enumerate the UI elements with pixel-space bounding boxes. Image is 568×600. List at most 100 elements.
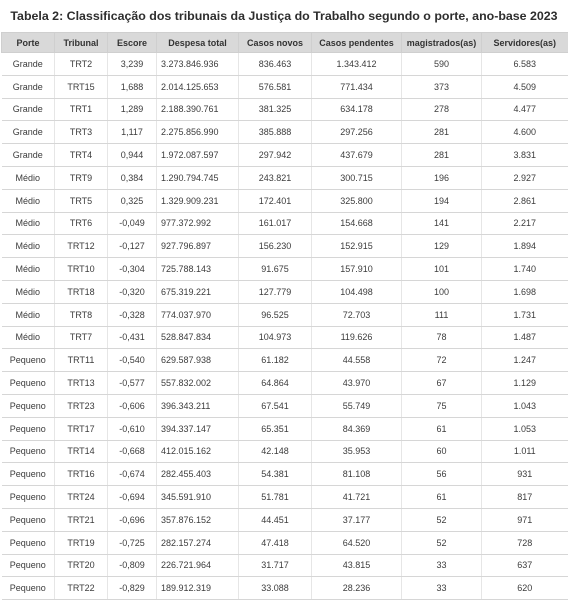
cell-despesa-total: 226.721.964 xyxy=(156,554,239,578)
cell-tribunal: TRT14 xyxy=(54,440,108,464)
column-header-servidores: Servidores(as) xyxy=(481,32,568,53)
table-row: Médio TRT10 -0,304 725.788.143 91.675 157.910… xyxy=(1,257,568,281)
cell-despesa-total: 282.157.274 xyxy=(156,531,239,555)
column-header-tribunal: Tribunal xyxy=(54,32,108,53)
cell-porte: Médio xyxy=(1,189,55,213)
cell-casos-pendentes: 64.520 xyxy=(311,531,402,555)
cell-casos-novos: 104.973 xyxy=(238,326,312,350)
cell-tribunal: TRT9 xyxy=(54,166,108,190)
cell-servidores: 620 xyxy=(481,576,568,600)
cell-escore: 0,384 xyxy=(107,166,157,190)
cell-magistrados: 78 xyxy=(401,326,482,350)
cell-servidores: 1.740 xyxy=(481,257,568,281)
cell-tribunal: TRT3 xyxy=(54,120,108,145)
cell-escore: -0,320 xyxy=(107,280,157,304)
cell-despesa-total: 412.015.162 xyxy=(156,440,239,464)
cell-tribunal: TRT10 xyxy=(54,257,108,281)
cell-despesa-total: 282.455.403 xyxy=(156,462,239,487)
cell-escore: -0,694 xyxy=(107,485,157,509)
cell-tribunal: TRT5 xyxy=(54,189,108,213)
cell-magistrados: 373 xyxy=(401,75,482,99)
table-row: Pequeno TRT11 -0,540 629.587.938 61.182 44.55… xyxy=(1,348,568,373)
cell-despesa-total: 774.037.970 xyxy=(156,303,239,327)
cell-porte: Médio xyxy=(1,303,55,327)
cell-despesa-total: 189.912.319 xyxy=(156,576,239,600)
cell-casos-pendentes: 437.679 xyxy=(311,143,402,167)
table-row: Pequeno TRT24 -0,694 345.591.910 51.781 41.72… xyxy=(1,485,568,509)
table-row: Pequeno TRT20 -0,809 226.721.964 31.717 43.81… xyxy=(1,554,568,578)
cell-porte: Pequeno xyxy=(1,394,55,418)
cell-servidores: 1.894 xyxy=(481,234,568,259)
table-header-row: Porte Tribunal Escore Despesa total Casos no… xyxy=(1,32,568,53)
table-title: Tabela 2: Classificação dos tribunais da… xyxy=(10,9,558,23)
cell-porte: Pequeno xyxy=(1,554,55,578)
cell-magistrados: 129 xyxy=(401,234,482,259)
cell-escore: -0,577 xyxy=(107,371,157,395)
cell-casos-pendentes: 634.178 xyxy=(311,98,402,122)
cell-escore: -0,540 xyxy=(107,348,157,373)
cell-casos-novos: 54.381 xyxy=(238,462,312,487)
cell-magistrados: 281 xyxy=(401,120,482,145)
table-row: Pequeno TRT14 -0,668 412.015.162 42.148 35.95… xyxy=(1,440,568,464)
cell-magistrados: 196 xyxy=(401,166,482,190)
cell-casos-pendentes: 1.343.412 xyxy=(311,52,402,76)
cell-servidores: 1.011 xyxy=(481,440,568,464)
cell-despesa-total: 2.275.856.990 xyxy=(156,120,239,145)
table-row: Médio TRT12 -0,127 927.796.897 156.230 152.91… xyxy=(1,234,568,259)
cell-servidores: 971 xyxy=(481,508,568,532)
column-header-magistrados: magistrados(as) xyxy=(401,32,482,53)
column-header-porte: Porte xyxy=(1,32,55,53)
cell-casos-pendentes: 119.626 xyxy=(311,326,402,350)
cell-casos-pendentes: 297.256 xyxy=(311,120,402,145)
cell-casos-pendentes: 44.558 xyxy=(311,348,402,373)
cell-servidores: 6.583 xyxy=(481,52,568,76)
cell-porte: Médio xyxy=(1,257,55,281)
cell-servidores: 4.600 xyxy=(481,120,568,145)
cell-porte: Grande xyxy=(1,143,55,167)
column-header-casos-pendentes: Casos pendentes xyxy=(311,32,402,53)
cell-escore: -0,304 xyxy=(107,257,157,281)
table-row: Pequeno TRT21 -0,696 357.876.152 44.451 37.17… xyxy=(1,508,568,532)
table-body: Grande TRT2 3,239 3.273.846.936 836.463 1.343… xyxy=(1,52,568,600)
cell-servidores: 3.831 xyxy=(481,143,568,167)
cell-magistrados: 72 xyxy=(401,348,482,373)
cell-casos-pendentes: 81.108 xyxy=(311,462,402,487)
cell-porte: Grande xyxy=(1,52,55,76)
cell-despesa-total: 725.788.143 xyxy=(156,257,239,281)
cell-servidores: 1.043 xyxy=(481,394,568,418)
cell-despesa-total: 3.273.846.936 xyxy=(156,52,239,76)
cell-servidores: 1.731 xyxy=(481,303,568,327)
cell-tribunal: TRT11 xyxy=(54,348,108,373)
cell-despesa-total: 1.329.909.231 xyxy=(156,189,239,213)
table-row: Grande TRT15 1,688 2.014.125.653 576.581 771.… xyxy=(1,75,568,99)
cell-tribunal: TRT22 xyxy=(54,576,108,600)
cell-tribunal: TRT23 xyxy=(54,394,108,418)
table-row: Médio TRT18 -0,320 675.319.221 127.779 104.49… xyxy=(1,280,568,304)
column-header-casos-novos: Casos novos xyxy=(238,32,312,53)
cell-magistrados: 33 xyxy=(401,576,482,600)
cell-escore: 3,239 xyxy=(107,52,157,76)
cell-casos-novos: 67.541 xyxy=(238,394,312,418)
courts-table: Porte Tribunal Escore Despesa total Casos no… xyxy=(1,32,568,600)
cell-servidores: 1.129 xyxy=(481,371,568,395)
cell-porte: Grande xyxy=(1,75,55,99)
cell-casos-pendentes: 104.498 xyxy=(311,280,402,304)
cell-porte: Médio xyxy=(1,234,55,259)
cell-casos-novos: 243.821 xyxy=(238,166,312,190)
table-row: Médio TRT7 -0,431 528.847.834 104.973 119.626… xyxy=(1,326,568,350)
cell-casos-novos: 65.351 xyxy=(238,417,312,441)
cell-casos-pendentes: 771.434 xyxy=(311,75,402,99)
cell-tribunal: TRT1 xyxy=(54,98,108,122)
cell-magistrados: 278 xyxy=(401,98,482,122)
cell-servidores: 1.698 xyxy=(481,280,568,304)
cell-servidores: 637 xyxy=(481,554,568,578)
cell-casos-novos: 64.864 xyxy=(238,371,312,395)
cell-casos-novos: 31.717 xyxy=(238,554,312,578)
cell-servidores: 4.509 xyxy=(481,75,568,99)
cell-servidores: 817 xyxy=(481,485,568,509)
cell-porte: Médio xyxy=(1,212,55,236)
cell-escore: -0,328 xyxy=(107,303,157,327)
cell-despesa-total: 2.188.390.761 xyxy=(156,98,239,122)
cell-porte: Grande xyxy=(1,98,55,122)
cell-casos-pendentes: 300.715 xyxy=(311,166,402,190)
